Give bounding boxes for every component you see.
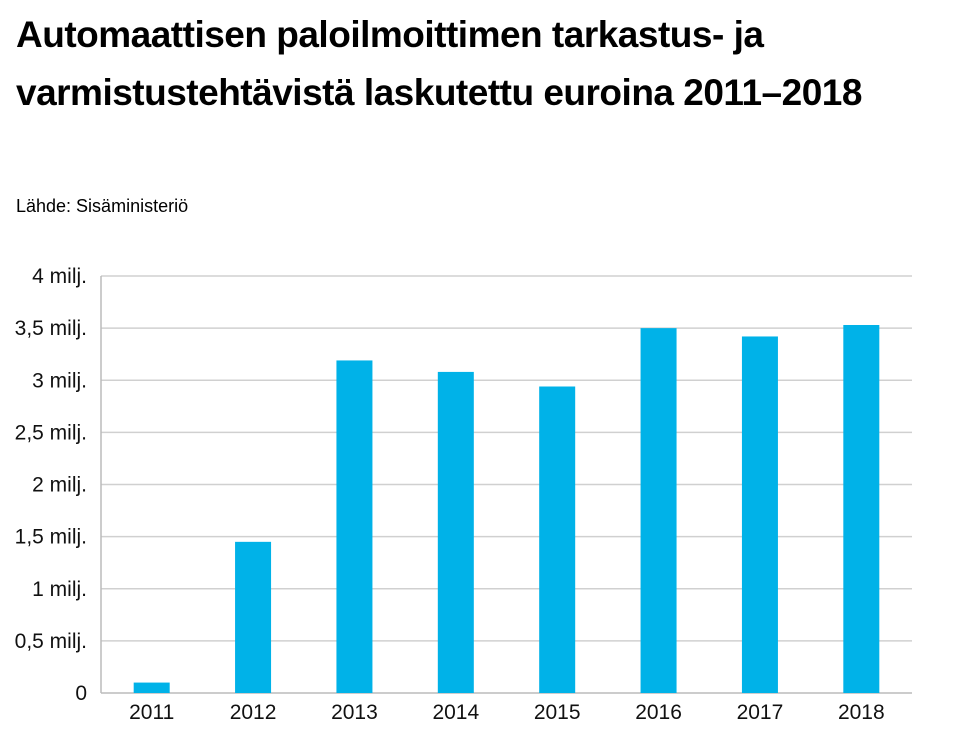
x-tick-label: 2017	[737, 701, 784, 724]
bar-2015	[539, 386, 576, 693]
bar-2016	[640, 328, 677, 693]
chart-title: Automaattisen paloilmoittimen tarkastus-…	[16, 14, 862, 113]
bar-2014	[437, 371, 474, 693]
bar-2018	[843, 324, 880, 693]
bar-2011	[133, 682, 170, 693]
x-tick-label: 2014	[432, 701, 479, 724]
y-tick-label: 1,5 milj.	[15, 526, 87, 549]
y-tick-label: 0,5 milj.	[15, 630, 87, 653]
x-tick-label: 2018	[838, 701, 885, 724]
y-tick-label: 3,5 milj.	[15, 317, 87, 340]
y-tick-label: 3 milj.	[32, 369, 87, 392]
bar-2017	[741, 336, 778, 693]
x-tick-label: 2013	[331, 701, 378, 724]
bar-2013	[336, 360, 373, 693]
y-tick-label: 1 milj.	[32, 578, 87, 601]
y-tick-label: 0	[75, 682, 87, 705]
y-tick-label: 2 milj.	[32, 474, 87, 497]
x-tick-label: 2016	[635, 701, 682, 724]
y-tick-label: 4 milj.	[32, 265, 87, 288]
x-tick-label: 2015	[534, 701, 581, 724]
chart-source: Lähde: Sisäministeriö	[16, 196, 189, 216]
x-tick-label: 2012	[230, 701, 277, 724]
y-tick-label: 2,5 milj.	[15, 421, 87, 444]
bar-2012	[235, 541, 272, 693]
x-tick-label: 2011	[129, 701, 174, 724]
